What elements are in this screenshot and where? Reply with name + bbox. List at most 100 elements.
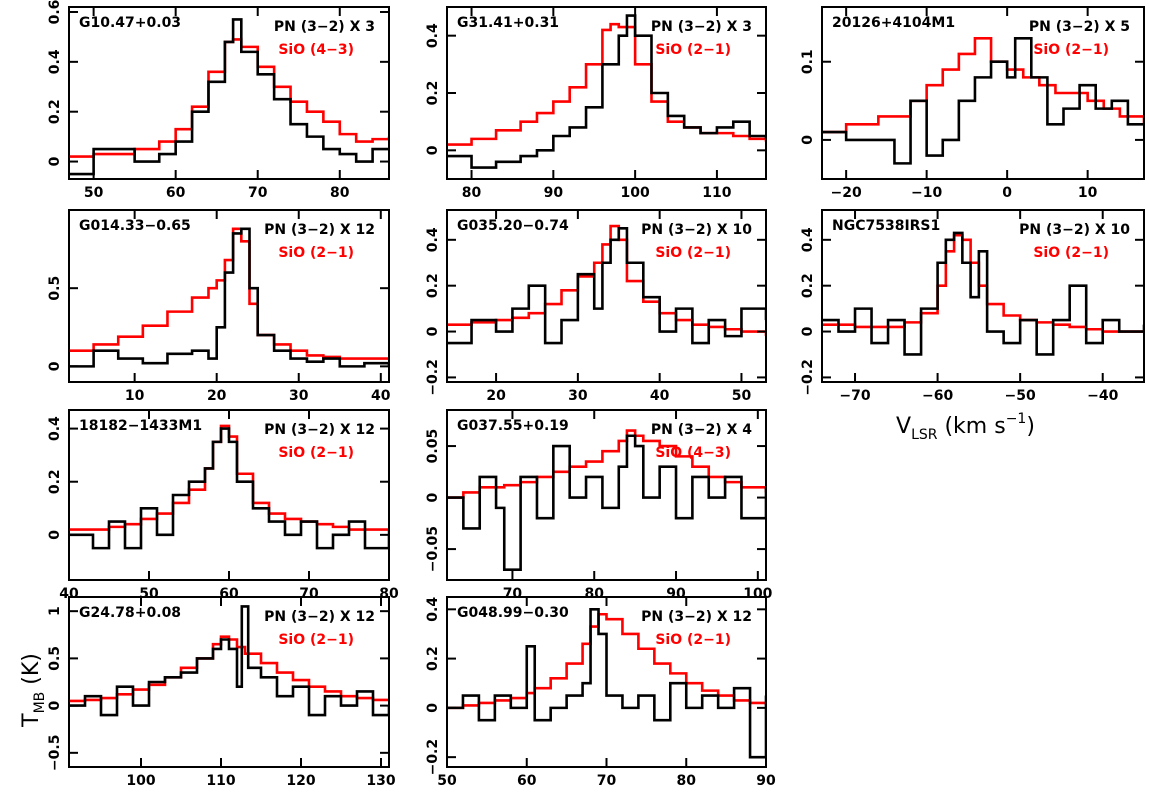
spectrum-panel: 50 60 70 80 0 0.2 0.4 0.6 G10.47+0.03 PN (3−2) X … (47, 0, 390, 201)
spectrum-panel: 50 60 70 80 90 −0.2 0 0.2 0.4 G048.99−0.30 PN (3−2… (425, 596, 776, 789)
y-tick-label: 0.2 (47, 99, 63, 124)
x-axis-label: VLSR (km s−1) (896, 411, 1035, 443)
panel-frame (821, 209, 1145, 383)
spectrum-panel: 100 110 120 130 −0.5 0 0.5 1 G24.78+0.08 PN (3−2)… (47, 596, 396, 789)
pn-spectrum-line (447, 608, 766, 759)
panel-frame (821, 6, 1145, 180)
spectrum-panel: 10 20 30 40 0 0.5 G014.33−0.65 PN (3−2) X 12 SiO… (47, 209, 391, 404)
x-tick-label: 70 (248, 185, 268, 201)
x-tick-label: 60 (166, 185, 186, 201)
y-tick-label: 0 (47, 700, 63, 710)
y-tick-label: −0.5 (47, 735, 63, 772)
sio-line-label: SiO (2−1) (655, 42, 731, 58)
source-name-label: G24.78+0.08 (79, 605, 181, 621)
x-tick-label: 40 (371, 388, 391, 404)
y-tick-label: 0.4 (425, 23, 441, 48)
y-tick-label: 0.4 (800, 227, 816, 252)
y-tick-label: 0.4 (425, 597, 441, 622)
pn-spectrum-line (447, 434, 766, 571)
x-tick-label: 110 (206, 773, 235, 789)
panel-curves (447, 224, 766, 345)
pn-line-label: PN (3−2) X 12 (264, 422, 375, 438)
sio-line-label: SiO (4−3) (278, 42, 354, 58)
x-tick-label: 50 (84, 185, 104, 201)
sio-line-label: SiO (2−1) (278, 632, 354, 648)
source-name-label: G10.47+0.03 (79, 15, 181, 31)
pn-line-label: PN (3−2) X 12 (264, 222, 375, 238)
y-tick-label: 0 (47, 530, 63, 540)
y-tick-label: −0.2 (425, 739, 441, 776)
x-tick-label: 70 (597, 773, 617, 789)
pn-spectrum-line (69, 427, 389, 550)
sio-spectrum-line (447, 429, 766, 499)
x-tick-label: 80 (584, 586, 604, 602)
sio-line-label: SiO (2−1) (1033, 245, 1109, 261)
x-tick-label: 90 (544, 185, 564, 201)
x-tick-label: −70 (839, 388, 870, 404)
x-tick-label: −40 (1087, 388, 1118, 404)
pn-line-label: PN (3−2) X 10 (641, 222, 752, 238)
x-tick-label: 110 (702, 185, 731, 201)
y-tick-label: 0 (425, 326, 441, 336)
x-tick-label: 0 (1002, 185, 1012, 201)
panel-frame (68, 596, 390, 768)
y-tick-label: 0 (47, 361, 63, 371)
x-tick-label: 40 (650, 388, 670, 404)
y-tick-label: 0.5 (47, 276, 63, 301)
pn-spectrum-line (447, 227, 766, 345)
panel-frame (68, 209, 390, 383)
pn-spectrum-line (822, 36, 1144, 165)
sio-line-label: SiO (2−1) (278, 245, 354, 261)
sio-line-label: SiO (2−1) (278, 445, 354, 461)
y-tick-label: 0.05 (425, 429, 441, 464)
y-tick-label: 0.4 (425, 227, 441, 252)
source-name-label: 20126+4104M1 (832, 15, 955, 31)
y-tick-label: 0 (425, 703, 441, 713)
y-tick-label: 0 (425, 492, 441, 502)
pn-line-label: PN (3−2) X 4 (651, 422, 752, 438)
x-tick-label: 90 (666, 586, 686, 602)
x-tick-label: 70 (299, 586, 319, 602)
panel-curves (447, 608, 766, 759)
panel-curves (69, 424, 389, 550)
y-tick-label: 0 (800, 326, 816, 336)
x-tick-label: 60 (517, 773, 537, 789)
pn-spectrum-line (822, 231, 1144, 356)
panel-curves (69, 605, 389, 717)
panel-curves (822, 36, 1144, 165)
pn-line-label: PN (3−2) X 12 (264, 609, 375, 625)
panel-curves (447, 14, 766, 169)
x-tick-label: 80 (677, 773, 697, 789)
x-tick-label: 60 (219, 586, 239, 602)
source-name-label: G31.41+0.31 (457, 15, 559, 31)
x-tick-label: −60 (922, 388, 953, 404)
y-tick-label: 0 (425, 145, 441, 155)
sio-spectrum-line (69, 227, 389, 361)
y-tick-label: 0.4 (47, 416, 63, 441)
x-tick-label: 30 (289, 388, 309, 404)
x-tick-label: −50 (1005, 388, 1036, 404)
pn-line-label: PN (3−2) X 3 (651, 19, 752, 35)
y-axis-label: TMB (K) (19, 653, 48, 728)
pn-line-label: PN (3−2) X 5 (1029, 19, 1130, 35)
spectrum-panel: −20 −10 0 10 0 0.1 20126+4104M1 PN (3−2) X 5 SiO… (800, 6, 1145, 201)
source-name-label: 18182−1433M1 (79, 418, 202, 434)
x-tick-label: 120 (286, 773, 315, 789)
y-tick-label: 0.6 (47, 0, 63, 24)
spectrum-panel: −70 −60 −50 −40 −0.2 0 0.2 0.4 NGC7538IRS1 PN (3−… (800, 209, 1145, 404)
y-tick-label: 0.2 (425, 273, 441, 298)
pn-spectrum-line (69, 605, 389, 717)
x-tick-label: −20 (831, 185, 862, 201)
x-tick-label: 20 (486, 388, 506, 404)
x-tick-label: 70 (503, 586, 523, 602)
x-tick-label: 50 (732, 388, 752, 404)
y-tick-label: 0.2 (425, 81, 441, 106)
panel-frame (446, 409, 767, 581)
pn-spectrum-line (447, 14, 766, 169)
pn-spectrum-line (69, 227, 389, 368)
x-tick-label: 10 (1078, 185, 1098, 201)
spectrum-panel: 80 90 100 110 0 0.2 0.4 G31.41+0.31 PN (3−2) X 3… (425, 6, 767, 201)
source-name-label: G048.99−0.30 (457, 605, 569, 621)
